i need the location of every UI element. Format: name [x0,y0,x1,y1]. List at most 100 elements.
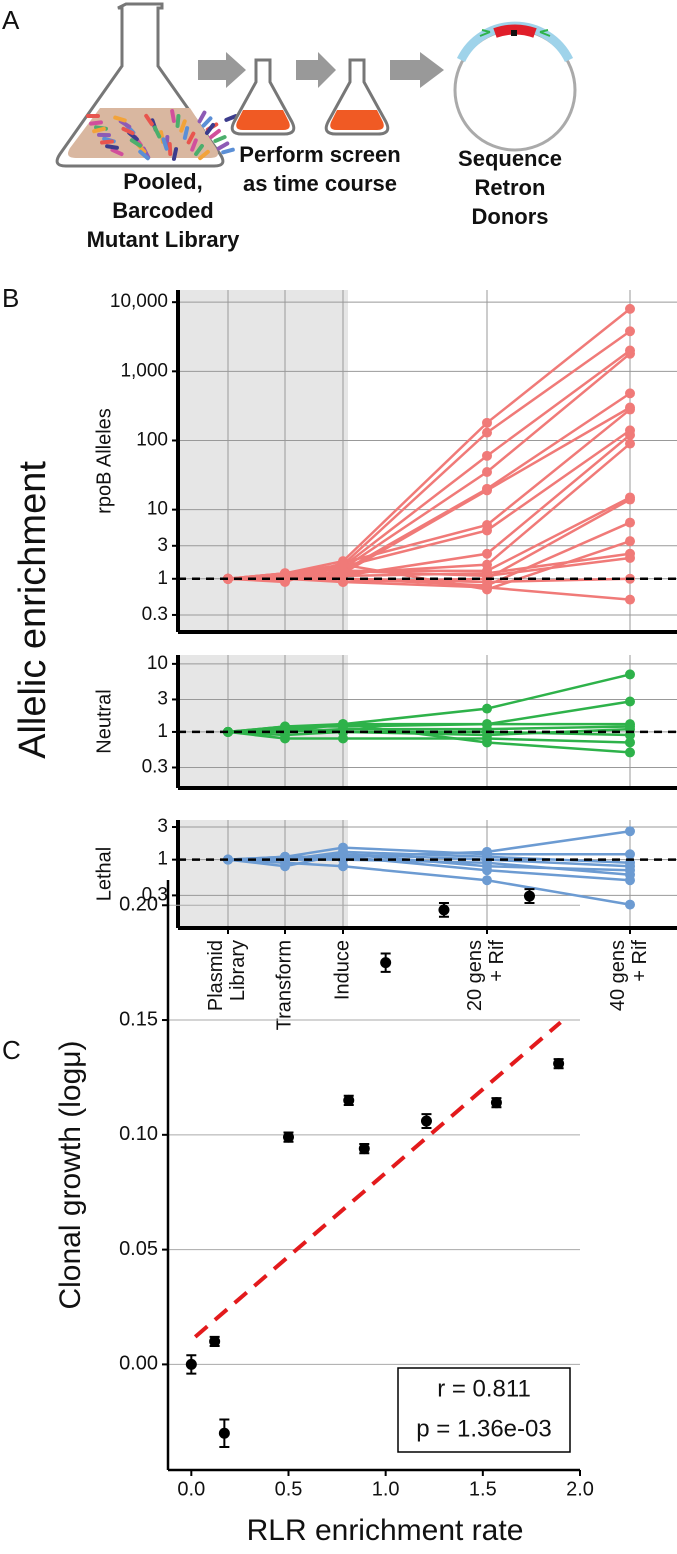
point [280,854,290,865]
y-tick-label: 3 [157,688,168,709]
small-flask [230,58,296,136]
x-tick-label: 40 gens + Rif [607,940,651,1012]
point [490,1097,502,1109]
point [218,1427,230,1439]
plasmid [453,21,577,152]
x-axis-title: RLR enrichment rate [247,1514,524,1547]
rod [121,126,135,136]
rod [209,128,221,140]
y-tick-label: 0.10 [119,1123,158,1145]
y-tick-label: 10,000 [110,291,168,312]
point [625,494,635,505]
point [625,594,635,605]
rod [161,137,169,151]
point [482,875,492,886]
y-tick-label: 3 [157,816,168,837]
y-tick-label: 0.15 [119,1008,158,1030]
point [625,737,635,748]
point [625,747,635,758]
y-tick-label: 10 [147,499,168,520]
panel-label: C [2,1035,21,1065]
rod [182,126,190,140]
small-flask [324,58,390,136]
arrow [198,52,246,88]
point [523,890,535,902]
point [185,1358,197,1370]
caption: as time course [243,171,397,196]
point [625,826,635,837]
x-tick-label: 20 gens + Rif [464,940,508,1012]
y-tick-label: 1 [157,849,168,870]
point [625,326,635,337]
point [209,1335,221,1347]
point [625,404,635,415]
x-tick-label: 2.0 [566,1478,594,1500]
point [338,861,348,872]
panel-label: B [2,283,19,313]
rod [190,138,198,152]
annotation: r = 0.811 [437,1375,531,1402]
point [438,904,450,916]
y-tick-label: 3 [157,535,168,556]
caption: Sequence [458,146,562,171]
y-tick-label: 0.20 [119,894,158,916]
point [338,849,348,860]
point [625,849,635,860]
point [625,517,635,528]
point [482,548,492,559]
rod [86,114,100,118]
point [625,899,635,910]
rod [110,147,124,157]
label-line: Plasmid [205,940,227,1011]
rod [97,132,111,138]
arrow [390,52,444,88]
point [482,427,492,438]
y-axis-label: Lethal [93,847,115,902]
point [625,438,635,449]
point [482,737,492,748]
point [420,1115,432,1127]
trend-line [193,1020,562,1339]
y-tick-label: 0.3 [142,604,168,625]
rod [197,110,207,124]
point [280,573,290,584]
y-axis-title: Clonal growth (logμ) [54,1040,87,1309]
panel-label: A [2,5,20,35]
point [625,430,635,441]
y-axis-label: Neutral [93,689,115,753]
point [625,552,635,563]
y-tick-label: 0.3 [142,884,168,905]
point [338,719,348,730]
y-tick-label: 0.00 [119,1353,158,1375]
point [338,565,348,576]
x-tick-label: 0.0 [177,1478,205,1500]
x-tick-label: 1.5 [469,1478,497,1500]
point [625,536,635,547]
point [625,388,635,399]
caption: Mutant Library [87,227,241,252]
point [625,669,635,680]
rod [204,123,216,135]
y-tick-label: 0.05 [119,1238,158,1260]
x-tick-label: 0.5 [275,1478,303,1500]
caption: Pooled, [123,169,202,194]
rod [138,149,150,161]
point [482,865,492,876]
point [482,467,492,478]
arrow [296,52,336,88]
point [553,1058,565,1070]
rod [129,138,143,148]
rod [224,114,238,122]
annotation-box [397,1367,571,1453]
rod [186,131,196,145]
x-tick-label: Transform [273,940,295,1030]
rod [118,119,132,129]
point [482,485,492,496]
caption: Barcoded [112,198,213,223]
point [482,450,492,461]
rod [198,149,210,161]
label-line: 20 gens [464,940,486,1011]
annotation: p = 1.36e-03 [416,1415,551,1442]
rod [105,144,119,150]
y-tick-label: 10 [147,653,168,674]
